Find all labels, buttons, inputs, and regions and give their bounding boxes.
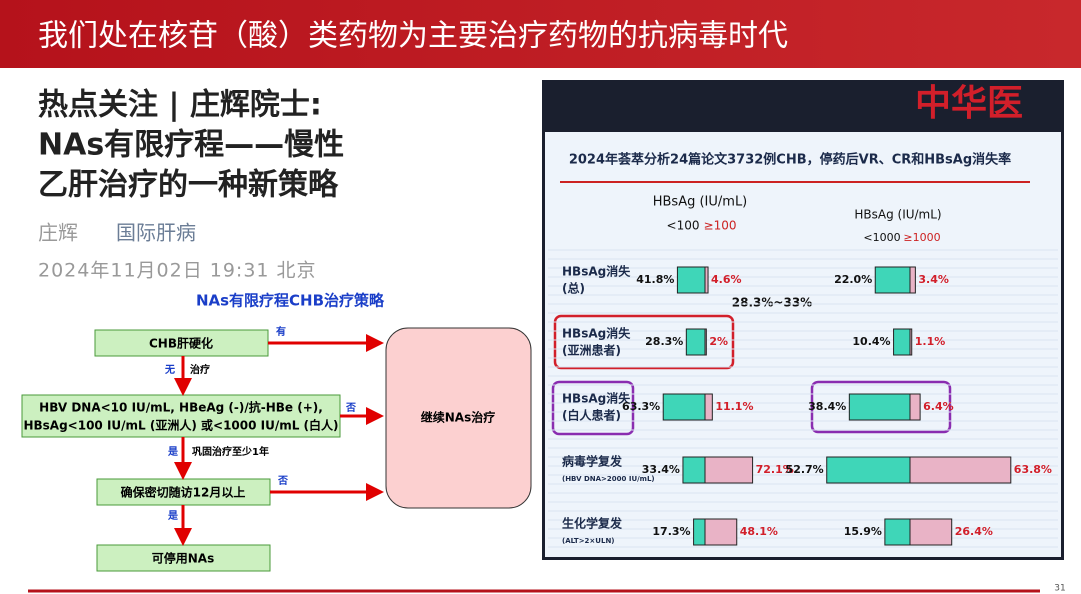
page-number: 31 <box>1054 584 1065 594</box>
bar <box>909 518 953 546</box>
slide-title: 我们处在核苷（酸）类药物为主要治疗药物的抗病毒时代 <box>38 19 788 54</box>
data-label: 17.3% <box>652 525 690 538</box>
data-label: 48.1% <box>740 525 778 538</box>
flowchart: CHB肝硬化 HBV DNA<10 IU/mL, HBeAg (-)/抗-HBe… <box>21 325 532 572</box>
edge-label: 巩固治疗至少1年 <box>192 445 269 458</box>
photo-slide <box>545 132 1061 557</box>
bar <box>884 518 911 546</box>
data-label: 15.9% <box>844 525 882 538</box>
bar <box>704 328 707 356</box>
bar <box>893 328 911 356</box>
article-title: 热点关注 | 庄辉院士: <box>38 88 322 123</box>
category-label: (白人患者) <box>562 408 621 423</box>
data-label: 63.3% <box>622 400 660 413</box>
node-label: 确保密切随访12月以上 <box>121 485 246 500</box>
category-label: HBsAg消失 <box>562 264 631 279</box>
data-label: 38.4% <box>808 400 846 413</box>
bar <box>662 393 706 421</box>
data-label: 28.3% <box>645 335 683 348</box>
legend-entry: ≥100 <box>704 219 737 233</box>
edge-label: 是 <box>167 446 178 458</box>
data-label: 52.7% <box>786 463 824 476</box>
bar <box>826 456 911 484</box>
panel-title: HBsAg (IU/mL) <box>653 195 748 210</box>
bar <box>909 393 921 421</box>
bar <box>676 266 706 294</box>
edge-label: 治疗 <box>190 363 210 376</box>
annotation: 28.3%~33% <box>732 296 812 310</box>
category-label: 生化学复发 <box>562 516 623 531</box>
data-label: 22.0% <box>834 273 872 286</box>
article-author: 庄辉 <box>38 221 78 245</box>
data-label: 11.1% <box>715 400 753 413</box>
article-title: 乙肝治疗的一种新策略 <box>38 168 339 203</box>
category-label: (亚洲患者) <box>562 343 621 358</box>
data-label: 72.1% <box>756 463 794 476</box>
category-label: 病毒学复发 <box>562 454 623 469</box>
bar <box>704 266 709 294</box>
category-label: (HBV DNA>2000 IU/mL) <box>562 475 655 483</box>
edge-label: 无 <box>164 364 175 376</box>
category-label: (ALT>2×ULN) <box>562 537 615 545</box>
category-label: (总) <box>562 281 585 296</box>
node-label: CHB肝硬化 <box>149 336 213 351</box>
data-label: 3.4% <box>918 273 949 286</box>
data-label: 26.4% <box>955 525 993 538</box>
article-source: 国际肝病 <box>116 221 196 245</box>
chart-title: 2024年荟萃分析24篇论文3732例CHB，停药后VR、CR和HBsAg消失率 <box>569 152 1011 168</box>
panel-title: HBsAg (IU/mL) <box>854 208 941 222</box>
edge-label: 否 <box>345 402 356 414</box>
bar <box>874 266 911 294</box>
edge-label: 否 <box>277 475 288 487</box>
data-label: 41.8% <box>636 273 674 286</box>
bar <box>693 518 706 546</box>
bar <box>682 456 706 484</box>
bar <box>704 393 713 421</box>
data-label: 4.6% <box>711 273 742 286</box>
data-label: 63.8% <box>1014 463 1052 476</box>
legend-entry: ≥1000 <box>903 231 940 244</box>
bar <box>848 393 911 421</box>
flow-node <box>21 394 341 438</box>
title-bar <box>0 0 1081 68</box>
data-label: 33.4% <box>642 463 680 476</box>
flowchart-title: NAs有限疗程CHB治疗策略 <box>196 292 385 310</box>
article-datetime: 2024年11月02日 19:31 北京 <box>38 260 317 282</box>
data-label: 10.4% <box>852 335 890 348</box>
data-label: 2% <box>709 335 728 348</box>
node-label: HBV DNA<10 IU/mL, HBeAg (-)/抗-HBe (+), <box>39 400 323 415</box>
data-label: 6.4% <box>923 400 954 413</box>
node-label: 继续NAs治疗 <box>421 410 495 425</box>
flow-node <box>385 327 532 509</box>
category-label: HBsAg消失 <box>562 391 631 406</box>
bar <box>685 328 706 356</box>
legend-entry: <1000 <box>863 231 900 244</box>
highlight-box <box>810 380 952 434</box>
article-title: NAs有限疗程——慢性 <box>38 128 344 163</box>
highlight-box <box>551 380 635 436</box>
bar <box>909 266 916 294</box>
node-label: 可停用NAs <box>152 551 214 566</box>
data-label: 1.1% <box>915 335 946 348</box>
legend-entry: <100 <box>667 219 700 233</box>
node-label: HBsAg<100 IU/mL (亚洲人) 或<1000 IU/mL (白人) <box>23 418 338 433</box>
category-label: HBsAg消失 <box>562 326 631 341</box>
edge-label: 有 <box>276 325 286 338</box>
bar <box>909 456 1012 484</box>
photo: 中华医 2024年荟萃分析24篇论文3732例CHB，停药后VR、CR和HBsA… <box>542 80 1064 560</box>
banner: 中华医 <box>915 83 1023 124</box>
bar <box>704 518 738 546</box>
edge-label: 是 <box>167 510 178 522</box>
highlight-box <box>553 314 735 370</box>
bar <box>704 456 754 484</box>
bar <box>909 328 913 356</box>
